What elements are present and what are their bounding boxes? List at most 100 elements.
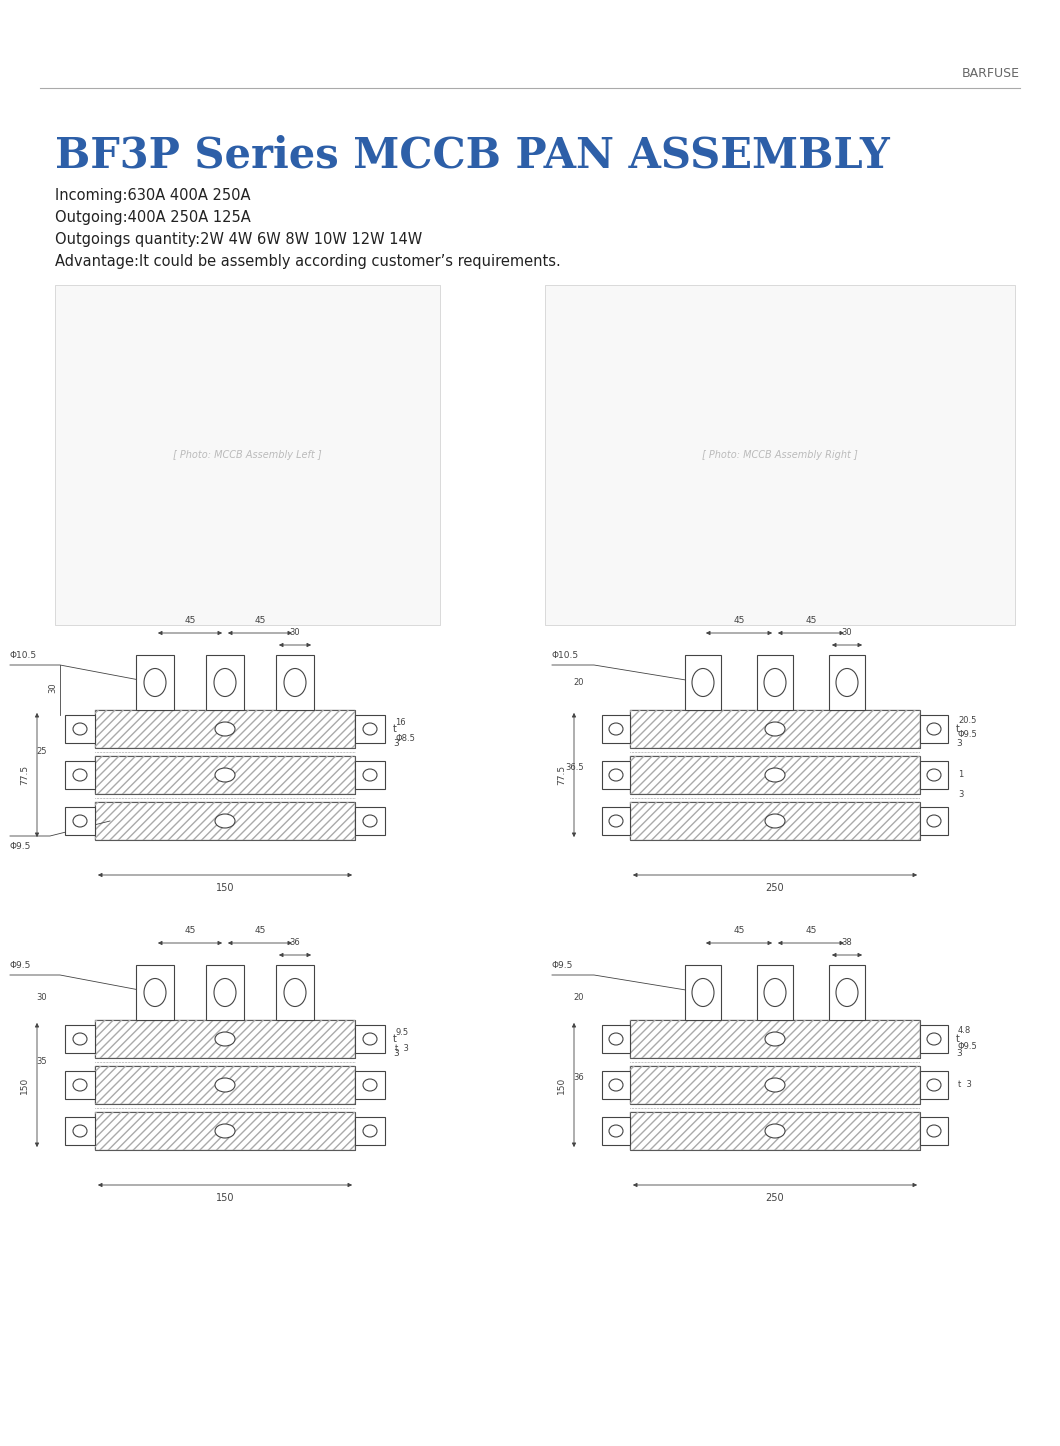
Bar (630, 803, 920, 840)
Ellipse shape (765, 768, 785, 782)
Bar (206, 655, 244, 710)
Bar (630, 710, 920, 748)
Bar (920, 807, 948, 834)
Bar (95, 1066, 355, 1103)
Text: 3: 3 (393, 1048, 399, 1057)
Bar (630, 1019, 920, 1058)
Bar (545, 285, 1015, 625)
Bar (757, 964, 793, 1019)
Text: 20: 20 (573, 678, 584, 687)
Ellipse shape (836, 668, 858, 697)
Text: 45: 45 (734, 616, 745, 625)
Ellipse shape (765, 1124, 785, 1138)
Ellipse shape (610, 1032, 623, 1045)
Ellipse shape (928, 1125, 941, 1137)
Text: 20: 20 (573, 993, 584, 1002)
Ellipse shape (363, 1125, 377, 1137)
Bar (65, 761, 95, 790)
Bar (630, 803, 920, 840)
Bar (630, 756, 920, 794)
Ellipse shape (144, 979, 166, 1006)
Text: 150: 150 (216, 1193, 234, 1203)
Ellipse shape (692, 668, 714, 697)
Bar (95, 1019, 355, 1058)
Bar (685, 655, 721, 710)
Ellipse shape (215, 1032, 235, 1045)
Bar (55, 285, 440, 625)
Text: 45: 45 (734, 925, 745, 936)
Text: Φ8.5: Φ8.5 (395, 735, 414, 743)
Bar (355, 1071, 385, 1099)
Text: 20.5: 20.5 (958, 716, 976, 724)
Bar (95, 710, 355, 748)
Ellipse shape (215, 814, 235, 829)
Bar (136, 655, 174, 710)
Ellipse shape (928, 723, 941, 735)
Bar (206, 964, 244, 1019)
Bar (355, 761, 385, 790)
Ellipse shape (73, 1079, 87, 1090)
Bar (276, 655, 314, 710)
Text: t: t (956, 724, 960, 735)
Ellipse shape (363, 1079, 377, 1090)
Ellipse shape (765, 1032, 785, 1045)
Bar (920, 1025, 948, 1053)
Text: 30: 30 (842, 628, 852, 638)
Ellipse shape (214, 979, 236, 1006)
Text: Φ10.5: Φ10.5 (552, 651, 579, 659)
Text: Outgoing:400A 250A 125A: Outgoing:400A 250A 125A (55, 210, 251, 226)
Text: Outgoings quantity:2W 4W 6W 8W 10W 12W 14W: Outgoings quantity:2W 4W 6W 8W 10W 12W 1… (55, 231, 422, 247)
Ellipse shape (363, 769, 377, 781)
Bar (95, 1066, 355, 1103)
Ellipse shape (73, 816, 87, 827)
Text: Φ10.5: Φ10.5 (10, 651, 37, 659)
Ellipse shape (610, 769, 623, 781)
Text: 150: 150 (20, 1076, 29, 1093)
Text: 150: 150 (216, 884, 234, 894)
Text: 45: 45 (254, 925, 266, 936)
Text: Φ9.5: Φ9.5 (10, 962, 32, 970)
Text: 36: 36 (573, 1073, 584, 1082)
Text: 36.5: 36.5 (565, 762, 584, 772)
Ellipse shape (215, 722, 235, 736)
Text: Φ9.5: Φ9.5 (10, 842, 32, 852)
Text: 45: 45 (184, 616, 196, 625)
Bar (95, 803, 355, 840)
Bar (630, 1112, 920, 1150)
Bar (95, 756, 355, 794)
Text: 250: 250 (765, 884, 784, 894)
Bar (355, 1025, 385, 1053)
Text: [ Photo: MCCB Assembly Right ]: [ Photo: MCCB Assembly Right ] (702, 450, 858, 460)
Bar (829, 655, 865, 710)
Ellipse shape (73, 769, 87, 781)
Bar (630, 1019, 920, 1058)
Ellipse shape (764, 668, 787, 697)
Ellipse shape (284, 979, 306, 1006)
Text: 30: 30 (36, 993, 47, 1002)
Ellipse shape (610, 1125, 623, 1137)
Bar (602, 1025, 630, 1053)
Ellipse shape (836, 979, 858, 1006)
Bar (65, 714, 95, 743)
Text: BARFUSE: BARFUSE (962, 67, 1020, 80)
Bar (757, 655, 793, 710)
Ellipse shape (284, 668, 306, 697)
Bar (602, 1116, 630, 1145)
Bar (95, 803, 355, 840)
Text: Φ9.5: Φ9.5 (552, 962, 573, 970)
Text: 4.8: 4.8 (958, 1027, 971, 1035)
Text: 1: 1 (958, 771, 964, 779)
Bar (920, 761, 948, 790)
Bar (602, 1071, 630, 1099)
Ellipse shape (214, 668, 236, 697)
Text: 3: 3 (958, 790, 964, 800)
Text: [ Photo: MCCB Assembly Left ]: [ Photo: MCCB Assembly Left ] (173, 450, 321, 460)
Bar (136, 964, 174, 1019)
Text: 30: 30 (289, 628, 300, 638)
Bar (920, 1071, 948, 1099)
Text: 45: 45 (254, 616, 266, 625)
Bar (65, 1116, 95, 1145)
Text: Incoming:630A 400A 250A: Incoming:630A 400A 250A (55, 188, 250, 202)
Bar (685, 964, 721, 1019)
Text: 3: 3 (393, 739, 399, 748)
